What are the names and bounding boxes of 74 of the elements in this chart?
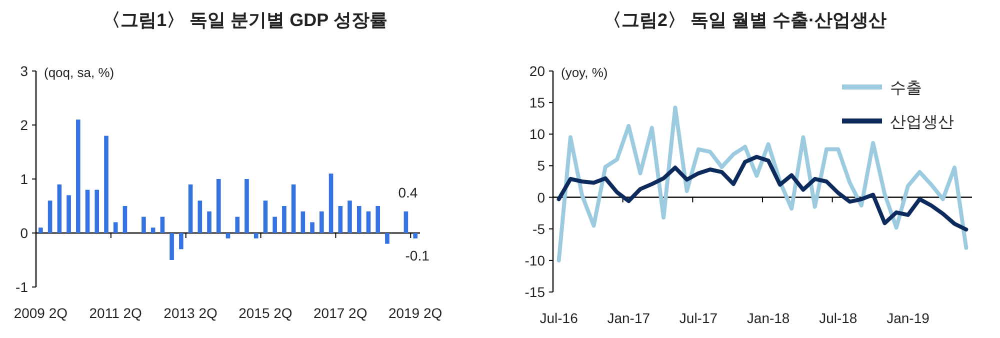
- bar: [85, 190, 90, 233]
- y-axis-title: (qoq, sa, %): [44, 65, 114, 80]
- bar: [207, 211, 212, 233]
- chart-title: 〈그림2〉 독일 월별 수출·산업생산: [603, 10, 887, 30]
- bar: [57, 184, 62, 233]
- x-tick-label: 2015 2Q: [238, 305, 292, 321]
- bar: [66, 195, 71, 233]
- bar: [300, 211, 306, 233]
- x-tick-label: Jan-17: [607, 310, 650, 326]
- y-tick-label: 0: [537, 189, 546, 206]
- bar: [179, 233, 184, 250]
- bar: [216, 179, 221, 233]
- x-tick-label: Jul-18: [819, 310, 858, 326]
- chart-title: 〈그림1〉 독일 분기별 GDP 성장률: [102, 10, 388, 30]
- bar: [404, 211, 408, 233]
- bar: [104, 136, 108, 233]
- legend-label: 산업생산: [890, 114, 954, 131]
- bar: [254, 233, 258, 238]
- line-series: [556, 106, 968, 262]
- bar: [376, 206, 380, 233]
- y-tick-label: -1: [16, 279, 28, 295]
- bar: [48, 200, 52, 233]
- y-tick-label: -10: [524, 252, 546, 268]
- y-tick-label: 1: [20, 171, 28, 187]
- y-tick-label: 0: [20, 225, 28, 241]
- bar: [244, 179, 249, 233]
- bar: [413, 233, 418, 238]
- bar: [226, 233, 230, 238]
- x-tick-label: Jan-19: [886, 310, 930, 326]
- x-tick-label: 2011 2Q: [89, 305, 142, 321]
- bar: [188, 184, 193, 233]
- bar: [338, 206, 343, 233]
- bar: [272, 216, 277, 233]
- x-tick-label: 2013 2Q: [164, 305, 218, 321]
- bar: [310, 222, 314, 233]
- bar: [38, 228, 43, 233]
- x-tick-label: Jan-18: [746, 310, 790, 326]
- bar: [348, 200, 352, 233]
- y-tick-label: 20: [529, 63, 546, 79]
- y-tick-label: 2: [20, 117, 28, 133]
- bar: [282, 206, 286, 233]
- bar: [198, 200, 202, 233]
- x-tick-label: 2017 2Q: [314, 305, 368, 321]
- x-tick-label: 2009 2Q: [14, 305, 68, 321]
- bar: [366, 211, 371, 233]
- y-axis-title: (yoy, %): [561, 65, 608, 80]
- y-tick-label: 5: [537, 158, 546, 174]
- y-tick-label: 15: [529, 94, 546, 111]
- bar: [122, 206, 128, 233]
- bar: [385, 233, 390, 244]
- bar: [235, 216, 240, 233]
- bar: [263, 200, 268, 233]
- y-tick-label: 3: [20, 63, 28, 79]
- bar: [328, 174, 334, 233]
- bar: [160, 216, 165, 233]
- bar: [113, 222, 118, 233]
- bar: [142, 216, 146, 233]
- legend-label: 수출: [890, 80, 922, 97]
- bar: [320, 211, 324, 233]
- bar: [150, 228, 156, 233]
- bar: [170, 233, 174, 260]
- x-tick-label: 2019 2Q: [388, 305, 442, 321]
- bar: [291, 184, 296, 233]
- data-label: 0.4: [398, 184, 418, 200]
- line-series: [556, 154, 968, 232]
- y-tick-label: 10: [529, 126, 546, 142]
- bar: [76, 120, 80, 233]
- bar: [94, 190, 100, 233]
- bar: [356, 206, 362, 233]
- x-tick-label: Jul-16: [540, 310, 578, 326]
- data-label: -0.1: [405, 247, 430, 264]
- y-tick-label: -15: [524, 284, 546, 300]
- x-tick-label: Jul-17: [679, 310, 718, 326]
- y-tick-label: -5: [532, 220, 546, 237]
